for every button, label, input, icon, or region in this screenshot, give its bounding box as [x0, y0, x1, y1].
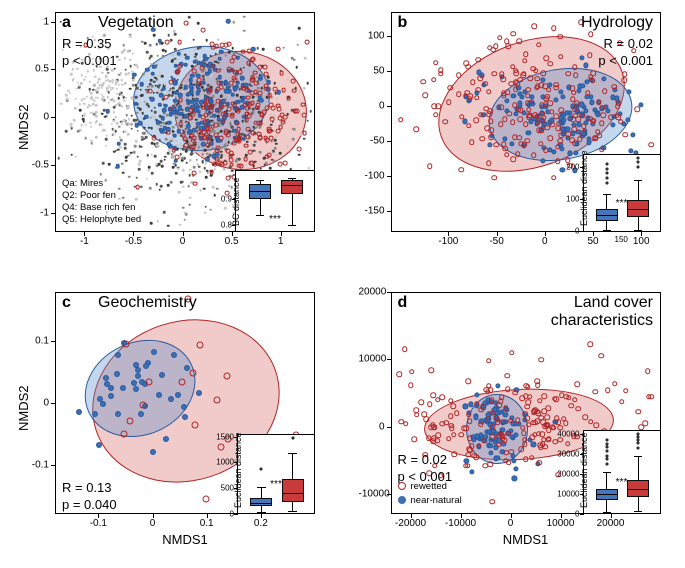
ytick: 0.5 — [23, 64, 49, 75]
legend-label: near-natural — [411, 495, 462, 507]
panel-title: Land cover characteristics — [551, 294, 653, 330]
gray-legend: Qa: Mires Q2: Poor fen Q4: Base rich fen… — [62, 178, 141, 226]
xtick: 20000 — [597, 518, 625, 529]
ytick: 0 — [359, 421, 385, 432]
ytick: 1 — [23, 16, 49, 27]
ytick: 100 — [359, 31, 385, 42]
ytick: 50 — [359, 66, 385, 77]
ellipse-blue — [128, 41, 274, 158]
ytick: -1 — [23, 207, 49, 218]
panel-title: Geochemistry — [98, 294, 197, 312]
xtick: 0.2 — [254, 518, 268, 529]
ytick: -0.5 — [23, 160, 49, 171]
sig-stars: *** — [584, 198, 660, 209]
panel-d: -20000-1000001000020000-1000001000020000… — [343, 284, 685, 568]
stat-text: R = 0.13 p = 0.040 — [62, 480, 117, 514]
legend-label: rewetted — [411, 481, 447, 493]
xtick: 1 — [278, 236, 284, 247]
ytick: 0 — [359, 101, 385, 112]
xlabel: NMDS1 — [391, 532, 661, 547]
xlabel: NMDS1 — [55, 532, 315, 547]
xtick: 0.1 — [200, 518, 214, 529]
ylabel: NMDS2 — [16, 104, 31, 150]
xtick: 0 — [180, 236, 186, 247]
panel-b: -100 -50 0 50 100 -150 -100 -50 0 50 100 b Hydrology… — [343, 0, 685, 284]
inset-boxplot: 010000200003000040000*** — [583, 430, 661, 514]
xtick: 10000 — [547, 518, 575, 529]
stat-text: R = 0.35 p < 0.001 — [62, 36, 117, 70]
panel-letter: c — [62, 294, 71, 312]
xtick: 0 — [508, 518, 514, 529]
xtick: 0 — [150, 518, 156, 529]
xtick: 50 — [587, 236, 598, 247]
stat-text: R = 0.02 p < 0.001 — [598, 36, 653, 70]
xtick: -100 — [438, 236, 458, 247]
panel-letter: d — [398, 294, 408, 312]
inset-ylabel: Euclidean distance — [579, 432, 589, 508]
xtick: -0.1 — [90, 518, 107, 529]
xtick: -10000 — [445, 518, 476, 529]
xtick: 100 — [633, 236, 650, 247]
legend-marker — [398, 496, 406, 504]
panel-letter: b — [398, 14, 408, 32]
ytick: -150 — [359, 206, 385, 217]
panel-title: Hydrology — [581, 14, 653, 32]
xtick: 0.5 — [225, 236, 239, 247]
xtick: -1 — [80, 236, 89, 247]
inset-ylabel: Euclidean distance — [579, 150, 589, 226]
legend-marker — [398, 482, 406, 490]
ytick: 10000 — [359, 354, 385, 365]
ellipse-red — [166, 43, 315, 179]
panel-c: -0.100.10.2-0.100.1NMDS1NMDS2cGeochemist… — [0, 284, 343, 568]
ytick: 20000 — [359, 287, 385, 298]
ytick: -0.1 — [23, 459, 49, 470]
xtick: 0 — [542, 236, 548, 247]
xtick: -0.5 — [125, 236, 142, 247]
sig-stars: *** — [236, 214, 314, 225]
inset-boxplot: 050010001500*** — [237, 434, 315, 514]
sig-stars: *** — [584, 477, 660, 488]
inset-ylabel: BC distance — [231, 177, 241, 226]
inset-boxplot: 0.80.9*** — [235, 170, 315, 232]
ylabel: NMDS2 — [16, 385, 31, 431]
inset-boxplot: 0100200***150 — [583, 154, 661, 232]
sig-stars: *** — [238, 479, 314, 490]
xtick: -20000 — [395, 518, 426, 529]
ellipse-blue — [466, 394, 528, 464]
ytick: -10000 — [359, 488, 385, 499]
ytick: -50 — [359, 136, 385, 147]
ellipse-blue — [69, 323, 211, 455]
figure-grid: -1 -0.5 0 0.5 1 -1 -0.5 0 0.5 1 NMDS2 a Vegetation R … — [0, 0, 685, 568]
ytick: 0.1 — [23, 336, 49, 347]
inset-ylabel: Euclidean distance — [233, 432, 243, 508]
panel-letter: a — [62, 14, 71, 32]
xtick: -50 — [489, 236, 503, 247]
ytick: -100 — [359, 171, 385, 182]
panel-title: Vegetation — [98, 14, 174, 32]
panel-a: -1-0.500.51-1-0.500.51NMDS2aVegetationR … — [0, 0, 343, 284]
